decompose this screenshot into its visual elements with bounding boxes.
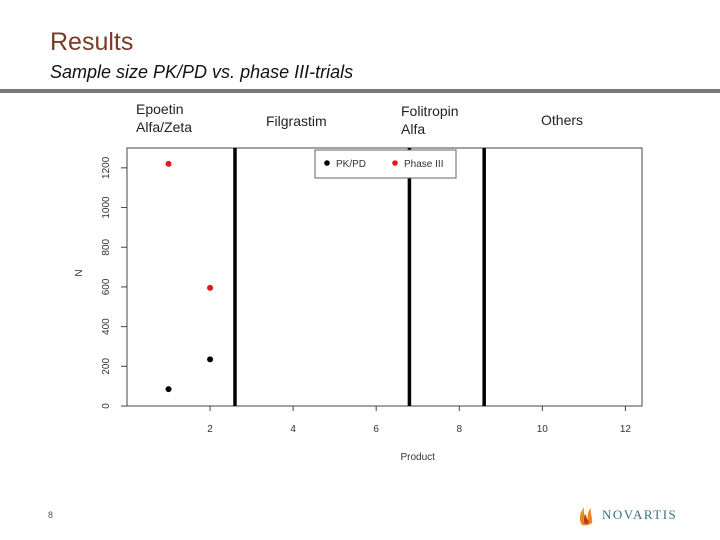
legend-label: Phase III — [404, 159, 443, 170]
y-tick-label: 0 — [101, 403, 112, 409]
y-tick-label: 1000 — [101, 196, 112, 219]
category-label-line: Folitropin — [401, 103, 459, 119]
category-label-line: Alfa — [401, 121, 426, 137]
x-tick-label: 12 — [620, 424, 632, 435]
title-divider — [0, 89, 720, 93]
novartis-logo: NOVARTIS — [576, 503, 677, 527]
data-point — [165, 160, 172, 167]
category-label-line: Filgrastim — [266, 113, 327, 129]
plot-frame — [126, 147, 643, 407]
y-tick-label: 600 — [101, 278, 112, 295]
flame-icon — [579, 507, 593, 526]
data-point — [165, 386, 172, 393]
x-tick-label: 2 — [207, 424, 213, 435]
y-axis-label: N — [74, 269, 85, 276]
category-label-line: Alfa/Zeta — [136, 119, 193, 135]
y-tick-label: 200 — [101, 358, 112, 375]
logo-text: NOVARTIS — [602, 507, 678, 522]
x-tick-label: 8 — [456, 424, 462, 435]
category-label-line: Others — [541, 112, 584, 128]
y-tick-label: 800 — [101, 238, 112, 255]
data-point — [207, 356, 214, 363]
x-tick-label: 6 — [373, 424, 379, 435]
category-label-line: Epoetin — [136, 101, 184, 117]
slide-subtitle: Sample size PK/PD vs. phase III-trials — [50, 62, 354, 82]
legend-marker — [392, 160, 398, 166]
category-label-filgrastim: Filgrastim — [266, 112, 327, 130]
slide-title: Results — [50, 28, 134, 56]
legend-marker — [324, 160, 330, 166]
y-tick-label: 1200 — [101, 156, 112, 179]
legend-box — [314, 149, 457, 179]
page-number: 8 — [48, 510, 54, 520]
legend-label: PK/PD — [336, 159, 366, 170]
category-label-epoetin: Epoetin Alfa/Zeta — [136, 100, 192, 136]
category-label-others: Others — [541, 111, 583, 129]
x-tick-label: 10 — [537, 424, 549, 435]
x-axis-label: Product — [400, 452, 435, 463]
data-point — [207, 284, 214, 291]
y-tick-label: 400 — [101, 318, 112, 335]
category-label-folitropin: Folitropin Alfa — [401, 102, 459, 138]
x-tick-label: 4 — [290, 424, 296, 435]
